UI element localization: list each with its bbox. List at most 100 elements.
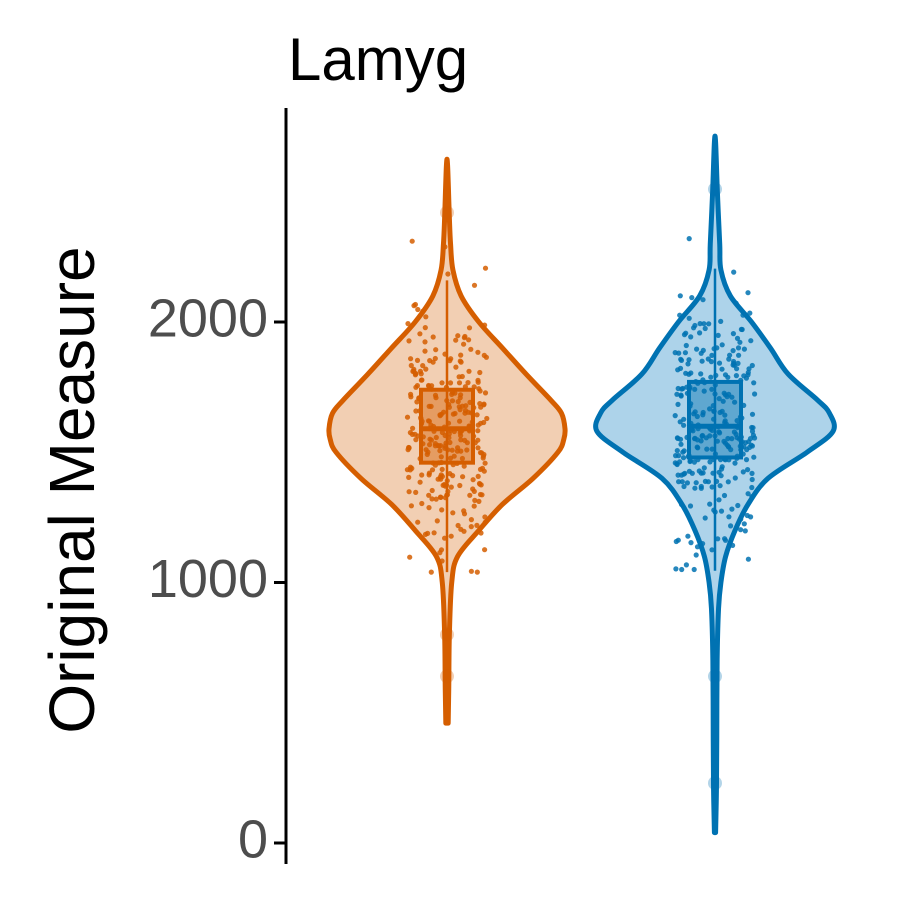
jitter-point [672,413,678,419]
jitter-point [406,489,412,495]
jitter-point [718,318,724,324]
jitter-point [719,366,725,372]
jitter-point [701,321,707,327]
jitter-point [437,448,443,454]
jitter-point [751,454,757,460]
jitter-point [679,386,685,392]
outlier-point [440,669,454,684]
jitter-point [458,359,464,365]
jitter-point [457,418,463,424]
jitter-point [457,482,463,489]
jitter-point [741,373,747,379]
jitter-point [692,386,698,392]
jitter-point [749,362,755,369]
jitter-point [480,455,486,461]
jitter-point [722,412,728,418]
jitter-point [465,380,471,386]
jitter-point [427,358,433,364]
jitter-point [447,439,453,446]
jitter-point [688,540,694,546]
jitter-point [721,438,727,444]
jitter-point [468,346,474,352]
jitter-point [458,352,464,358]
jitter-point [716,497,722,503]
jitter-point [715,332,721,338]
jitter-point [472,497,478,503]
jitter-point [729,506,735,512]
jitter-point [740,469,746,475]
jitter-point [438,494,444,500]
jitter-point [694,544,701,550]
jitter-point [409,465,415,471]
jitter-point [437,550,443,556]
jitter-point [475,445,481,451]
jitter-point [426,492,432,498]
jitter-point [677,293,683,299]
jitter-point [429,467,436,473]
jitter-point [700,470,706,476]
jitter-point [717,483,723,489]
jitter-point [726,356,732,362]
jitter-point [733,300,739,306]
box-iqr [687,379,743,460]
jitter-point [749,476,755,483]
jitter-point [412,431,418,437]
jitter-point [734,335,741,341]
jitter-point [678,501,685,507]
jitter-point [471,282,478,288]
jitter-point [689,470,695,476]
jitter-point [722,537,729,543]
jitter-point [478,482,484,488]
jitter-point [730,331,737,337]
jitter-point [688,370,694,376]
jitter-point [693,480,699,486]
jitter-point [459,455,465,462]
jitter-point [732,399,738,405]
jitter-point [477,388,483,394]
jitter-point [742,528,748,534]
outlier-point [440,627,454,642]
jitter-point [695,445,701,451]
jitter-point [702,515,708,521]
y-tick-label: 0 [238,809,268,869]
jitter-point [438,443,444,449]
jitter-point [675,537,681,543]
jitter-point [470,477,476,483]
jitter-point [678,441,684,447]
jitter-point [748,514,754,520]
jitter-point [716,360,723,366]
y-axis: 0 1000 2000 [148,108,288,869]
jitter-point [406,338,412,344]
jitter-point [426,505,432,511]
jitter-point [694,437,701,443]
jitter-point [482,265,489,271]
jitter-point [438,454,444,460]
jitter-point [701,465,707,471]
jitter-point [420,308,426,314]
outlier-point [708,669,722,684]
jitter-point [746,366,752,372]
jitter-point [675,472,681,478]
jitter-point [674,391,680,397]
jitter-point [718,508,725,514]
box-iqr [419,387,475,465]
jitter-point [461,341,467,347]
jitter-point [685,361,691,367]
jitter-point [686,357,692,363]
jitter-point [441,409,447,415]
jitter-point [687,458,694,464]
jitter-point [702,325,708,332]
jitter-point [426,418,432,424]
jitter-point [726,444,732,450]
jitter-point [682,350,689,356]
jitter-point [447,358,453,364]
jitter-point [412,301,418,308]
jitter-point [716,469,722,475]
jitter-point [456,374,462,380]
jitter-point [693,552,699,558]
jitter-point [751,380,757,386]
jitter-point [482,514,488,520]
jitter-point [428,569,434,575]
jitter-point [698,350,704,356]
jitter-point [429,496,435,502]
